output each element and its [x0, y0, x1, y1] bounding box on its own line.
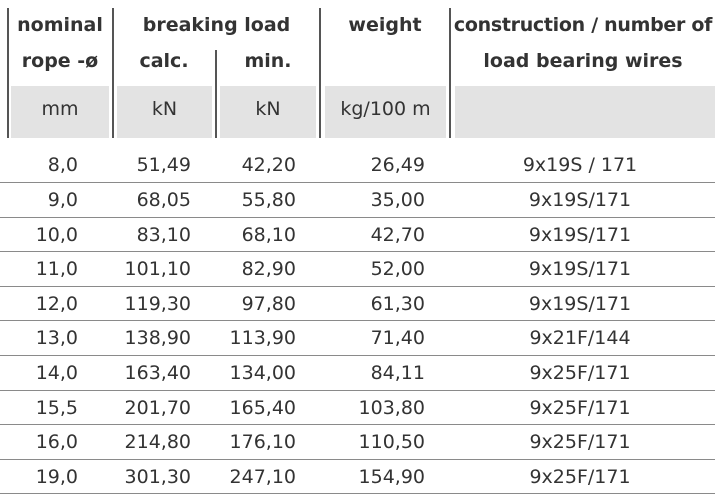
unit-construction	[455, 86, 715, 138]
cell-construction: 9x19S/171	[528, 258, 632, 281]
cell-diameter: 12,0	[35, 292, 78, 315]
table-row: 13,0 138,90 113,90 71,40 9x21F/144	[0, 321, 715, 356]
cell-construction: 9x25F/171	[529, 431, 631, 454]
cell-diameter: 11,0	[35, 258, 78, 281]
cell-diameter: 8,0	[47, 154, 78, 176]
cell-construction: 9x21F/144	[529, 327, 631, 350]
cell-construction: 9x19S/171	[528, 223, 632, 246]
header-nominal: nominal	[17, 14, 103, 36]
cell-weight: 110,50	[358, 431, 425, 454]
unit-diameter: mm	[11, 86, 109, 138]
cell-breaking-load-min: 82,90	[241, 258, 296, 281]
table-row: 9,0 68,05 55,80 35,00 9x19S/171	[0, 183, 715, 218]
table-row: 12,0 119,30 97,80 61,30 9x19S/171	[0, 287, 715, 322]
header-min: min.	[244, 50, 292, 72]
table-row: 8,0 51,49 42,20 26,49 9x19S / 171	[0, 148, 715, 183]
cell-diameter: 14,0	[35, 361, 78, 384]
cell-breaking-load-min: 68,10	[241, 223, 296, 246]
header-divider	[449, 8, 451, 138]
cell-construction: 9x25F/171	[529, 465, 631, 488]
cell-weight: 154,90	[358, 465, 425, 488]
cell-breaking-load-min: 97,80	[241, 292, 296, 315]
cell-breaking-load-calc: 51,49	[136, 154, 191, 176]
cell-diameter: 13,0	[35, 327, 78, 350]
cell-construction: 9x19S/171	[528, 292, 632, 315]
header-divider	[7, 8, 9, 138]
cell-breaking-load-min: 176,10	[229, 431, 296, 454]
cell-breaking-load-min: 134,00	[229, 361, 296, 384]
cell-breaking-load-calc: 83,10	[136, 223, 191, 246]
cell-weight: 61,30	[370, 292, 425, 315]
header-calc: calc.	[139, 50, 189, 72]
table-row: 19,0 301,30 247,10 154,90 9x25F/171	[0, 460, 715, 495]
header-divider	[112, 8, 114, 138]
cell-breaking-load-calc: 214,80	[124, 431, 191, 454]
cell-breaking-load-calc: 138,90	[124, 327, 191, 350]
cell-weight: 26,49	[370, 154, 425, 176]
header-load-bearing-wires: load bearing wires	[483, 50, 683, 72]
cell-breaking-load-calc: 163,40	[124, 361, 191, 384]
table-row: 11,0 101,10 82,90 52,00 9x19S/171	[0, 252, 715, 287]
table-row: 15,5 201,70 165,40 103,80 9x25F/171	[0, 391, 715, 426]
unit-calc: kN	[117, 86, 212, 138]
cell-breaking-load-calc: 201,70	[124, 396, 191, 419]
cell-breaking-load-min: 165,40	[229, 396, 296, 419]
cell-diameter: 10,0	[35, 223, 78, 246]
cell-construction: 9x19S / 171	[522, 154, 638, 176]
header-breaking-load: breaking load	[142, 14, 291, 36]
cell-breaking-load-min: 55,80	[241, 189, 296, 211]
cell-weight: 71,40	[370, 327, 425, 350]
cell-weight: 52,00	[370, 258, 425, 281]
cell-breaking-load-min: 247,10	[229, 465, 296, 488]
header-divider	[319, 8, 321, 138]
header-divider	[215, 50, 217, 138]
unit-min: kN	[220, 86, 316, 138]
table-row: 16,0 214,80 176,10 110,50 9x25F/171	[0, 425, 715, 460]
table-body: 8,0 51,49 42,20 26,49 9x19S / 171 9,0 68,05 55,…	[0, 148, 715, 495]
cell-weight: 35,00	[370, 189, 425, 211]
cell-weight: 42,70	[370, 223, 425, 246]
cell-breaking-load-calc: 68,05	[136, 189, 191, 211]
header-construction: construction / number of	[453, 14, 713, 36]
cell-breaking-load-calc: 301,30	[124, 465, 191, 488]
cell-diameter: 16,0	[35, 431, 78, 454]
cell-breaking-load-min: 113,90	[229, 327, 296, 350]
cell-breaking-load-calc: 101,10	[124, 258, 191, 281]
table-row: 10,0 83,10 68,10 42,70 9x19S/171	[0, 218, 715, 253]
cell-weight: 103,80	[358, 396, 425, 419]
cell-construction: 9x25F/171	[529, 396, 631, 419]
header-weight: weight	[348, 14, 422, 36]
header-rope-diameter: rope -ø	[21, 50, 99, 72]
cell-breaking-load-min: 42,20	[241, 154, 296, 176]
unit-weight: kg/100 m	[325, 86, 446, 138]
cell-diameter: 15,5	[35, 396, 78, 419]
cell-weight: 84,11	[370, 361, 425, 384]
table-row: 14,0 163,40 134,00 84,11 9x25F/171	[0, 356, 715, 391]
cell-construction: 9x25F/171	[529, 361, 631, 384]
cell-construction: 9x19S/171	[528, 189, 632, 211]
cell-diameter: 19,0	[35, 465, 78, 488]
cell-diameter: 9,0	[47, 189, 78, 211]
cell-breaking-load-calc: 119,30	[124, 292, 191, 315]
